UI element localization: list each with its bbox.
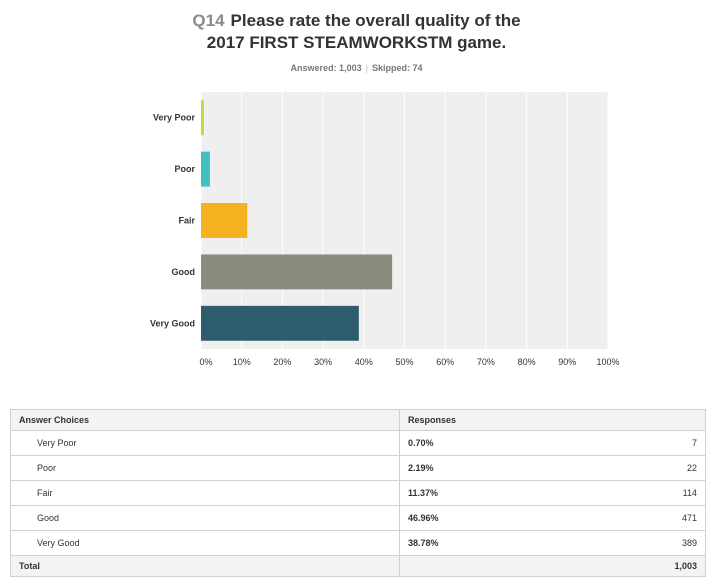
table-row: Very Poor 0.70% 7	[10, 430, 706, 456]
row-response: 0.70% 7	[399, 430, 706, 456]
category-label: Good	[172, 267, 196, 277]
header-answer-choices: Answer Choices	[10, 409, 400, 431]
row-count: 114	[682, 488, 697, 498]
response-stats: Answered: 1,003 | Skipped: 74	[0, 63, 713, 73]
table-header-row: Answer Choices Responses	[10, 409, 706, 431]
x-tick-label: 80%	[518, 357, 536, 367]
row-count: 22	[686, 463, 697, 473]
x-tick-label: 0%	[199, 357, 212, 367]
total-label: Total	[10, 555, 400, 577]
row-response: 38.78% 389	[399, 530, 706, 556]
category-label: Poor	[174, 164, 195, 174]
total-response: 1,003	[399, 555, 706, 577]
row-response: 46.96% 471	[399, 505, 706, 531]
row-percent: 11.37%	[408, 488, 439, 498]
row-count: 389	[681, 538, 697, 548]
header-responses: Responses	[399, 409, 706, 431]
row-percent: 2.19%	[408, 463, 434, 473]
table-row: Very Good 38.78% 389	[10, 530, 706, 556]
row-count: 7	[691, 438, 697, 448]
row-response: 2.19% 22	[399, 455, 706, 481]
row-choice: Fair	[10, 480, 400, 506]
bar	[201, 305, 359, 341]
question-number: Q14	[192, 11, 225, 30]
row-choice: Very Good	[10, 530, 400, 556]
x-tick-label: 20%	[273, 357, 291, 367]
row-percent: 46.96%	[408, 513, 439, 523]
row-choice: Poor	[10, 455, 400, 481]
question-title: Q14 Please rate the overall quality of th…	[0, 10, 713, 54]
total-count: 1,003	[674, 561, 697, 571]
table-total-row: Total 1,003	[10, 555, 706, 577]
bar	[201, 151, 210, 187]
x-tick-label: 30%	[314, 357, 332, 367]
table-row: Poor 2.19% 22	[10, 455, 706, 481]
table-row: Good 46.96% 471	[10, 505, 706, 531]
table-row: Fair 11.37% 114	[10, 480, 706, 506]
x-tick-label: 60%	[436, 357, 454, 367]
row-percent: 38.78%	[408, 538, 439, 548]
answered-count: Answered: 1,003	[290, 63, 362, 73]
x-tick-label: 70%	[477, 357, 495, 367]
row-response: 11.37% 114	[399, 480, 706, 506]
bar-chart: 0% 10% 20% 30% 40% 50% 60% 70% 80% 90% 100% Very Po…	[150, 92, 620, 367]
row-count: 471	[681, 513, 697, 523]
x-tick-label: 40%	[355, 357, 373, 367]
title-text-1: Please rate the overall quality of the	[230, 11, 521, 30]
category-label: Very Good	[150, 318, 195, 328]
x-tick-label: 50%	[395, 357, 413, 367]
row-choice: Good	[10, 505, 400, 531]
bar	[201, 203, 248, 238]
stats-separator: |	[365, 63, 368, 73]
bar	[201, 100, 204, 136]
x-tick-label: 100%	[596, 357, 619, 367]
category-label: Very Poor	[153, 113, 196, 123]
x-tick-label: 90%	[558, 357, 576, 367]
row-percent: 0.70%	[408, 438, 434, 448]
title-line-1: Q14 Please rate the overall quality of th…	[0, 10, 713, 32]
skipped-count: Skipped: 74	[371, 63, 423, 73]
x-tick-label: 10%	[233, 357, 251, 367]
row-choice: Very Poor	[10, 430, 400, 456]
results-table: Answer Choices Responses Very Poor 0.70%…	[10, 409, 706, 577]
category-label: Fair	[178, 216, 195, 226]
title-line-2: 2017 FIRST STEAMWORKSTM game.	[206, 33, 507, 52]
bar	[201, 254, 393, 290]
